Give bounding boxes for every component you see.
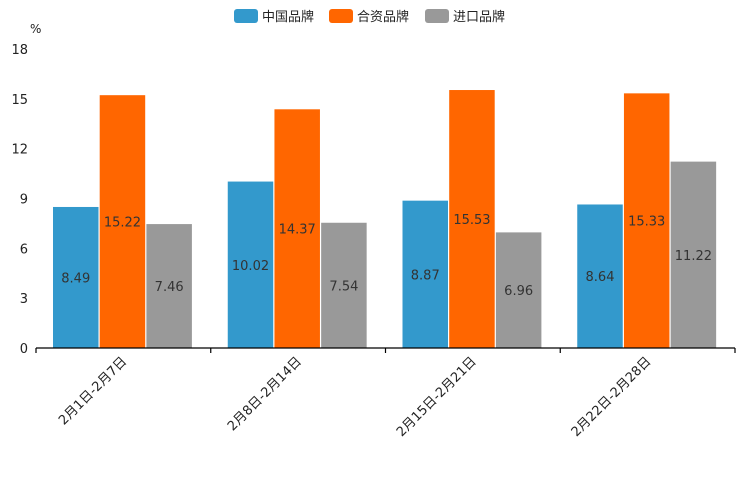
bar-value-label: 7.46 [155, 280, 184, 295]
legend-swatch[interactable] [425, 9, 449, 23]
bar[interactable] [53, 206, 99, 348]
bar-value-label: 8.87 [411, 268, 440, 283]
bar[interactable] [99, 95, 146, 348]
legend-label[interactable]: 中国品牌 [262, 9, 314, 25]
y-axis: 0 3 6 9 12 15 18 [11, 43, 28, 357]
x-axis: 2月1日-2月7日 2月8日-2月14日 2月15日-2月21日 2月22日-2月28… [35, 347, 736, 440]
bar[interactable] [402, 200, 449, 348]
y-tick-label: 6 [20, 242, 28, 257]
bar[interactable] [146, 224, 192, 348]
bar[interactable] [274, 109, 320, 348]
bar[interactable] [495, 232, 542, 348]
y-tick-label: 9 [20, 193, 28, 208]
x-tick-label: 2月8日-2月14日 [225, 354, 305, 434]
x-tick-label: 2月22日-2月28日 [569, 354, 655, 440]
bar-value-label: 8.64 [586, 270, 615, 285]
y-axis-unit-label: % [30, 22, 41, 36]
bar-value-label: 10.02 [232, 259, 269, 274]
bar-value-label: 15.33 [628, 215, 665, 230]
legend-swatch[interactable] [329, 9, 353, 23]
y-tick-label: 12 [11, 143, 28, 158]
bar[interactable] [623, 93, 670, 348]
legend-label[interactable]: 合资品牌 [357, 9, 409, 25]
bars: 8.49 15.22 7.46 10.02 14.37 7.54 8.87 15.53 6.96… [53, 90, 717, 348]
y-tick-label: 3 [20, 292, 28, 307]
legend-label[interactable]: 进口品牌 [453, 9, 505, 25]
x-tick-label: 2月15日-2月21日 [394, 354, 480, 440]
bar-value-label: 15.53 [453, 213, 490, 228]
bar-value-label: 7.54 [329, 279, 358, 294]
bar-value-label: 8.49 [61, 271, 90, 286]
bar[interactable] [449, 90, 495, 348]
bar[interactable] [321, 222, 367, 348]
y-tick-label: 18 [11, 43, 28, 58]
bar-value-label: 14.37 [279, 223, 316, 238]
bar-value-label: 11.22 [675, 249, 712, 264]
legend: 中国品牌 合资品牌 进口品牌 [234, 9, 505, 25]
y-tick-label: 0 [20, 342, 28, 357]
y-tick-label: 15 [11, 93, 28, 108]
bar-value-label: 6.96 [504, 284, 533, 299]
bar[interactable] [577, 204, 623, 348]
bar[interactable] [670, 161, 717, 348]
x-tick-label: 2月1日-2月7日 [56, 354, 130, 428]
bar[interactable] [227, 181, 274, 348]
bar-value-label: 15.22 [104, 216, 141, 231]
legend-swatch[interactable] [234, 9, 258, 23]
